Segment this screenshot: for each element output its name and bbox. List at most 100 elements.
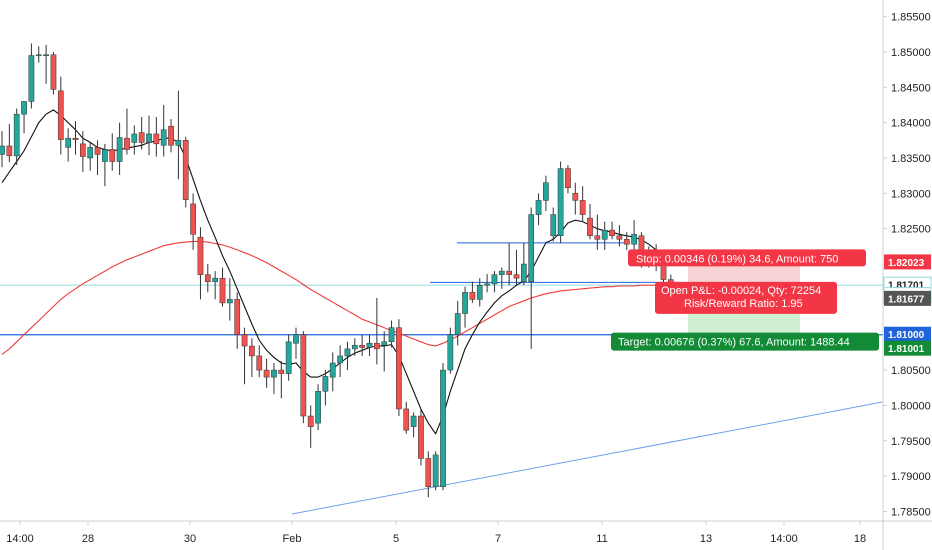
candle[interactable] [227,278,233,321]
candle[interactable] [234,292,241,349]
candle[interactable] [366,334,373,356]
candle-body [6,145,13,157]
candle-body [623,239,630,245]
candle-body [109,149,116,162]
candle[interactable] [124,108,130,155]
candle[interactable] [13,108,20,166]
candle[interactable] [300,331,307,424]
candle[interactable] [21,101,27,134]
candle[interactable] [72,121,79,155]
candle[interactable] [278,360,285,399]
candle[interactable] [528,207,535,349]
candle[interactable] [594,214,601,250]
candle[interactable] [344,341,351,371]
candle[interactable] [469,281,476,303]
candle[interactable] [572,182,579,215]
candle[interactable] [315,384,321,431]
candle[interactable] [57,76,64,155]
candle[interactable] [491,271,498,293]
candle[interactable] [293,327,299,359]
candle[interactable] [513,249,520,286]
candle[interactable] [6,124,13,163]
candle[interactable] [381,331,388,372]
candle[interactable] [521,242,527,286]
candle[interactable] [351,338,358,356]
candle[interactable] [440,363,446,491]
candle[interactable] [249,338,255,378]
position-tool-labels[interactable]: Stop: 0.00346 (0.19%) 34.6, Amount: 750 O… [611,249,879,351]
candle[interactable] [263,358,270,388]
candle[interactable] [462,286,468,328]
candle[interactable] [160,104,167,157]
candle[interactable] [116,122,123,175]
candle[interactable] [587,203,593,240]
candle[interactable] [403,401,410,434]
candle[interactable] [550,207,557,242]
candle[interactable] [285,334,292,381]
candle[interactable] [28,43,35,109]
candle[interactable] [182,136,189,208]
candle[interactable] [447,327,454,374]
candle[interactable] [102,143,108,187]
candle[interactable] [153,116,160,157]
candle[interactable] [212,271,219,300]
candle[interactable] [35,46,42,63]
candle[interactable] [256,345,263,378]
candle[interactable] [329,352,336,392]
candle[interactable] [168,119,174,153]
candle-body [513,274,520,279]
candle-body [432,454,439,487]
candle[interactable] [498,267,505,289]
candle-body [80,143,86,157]
candle[interactable] [337,345,343,378]
candle[interactable] [601,221,608,250]
candle[interactable] [432,451,439,491]
candle[interactable] [535,193,542,226]
candle[interactable] [359,334,365,356]
candles[interactable] [0,43,674,498]
candle[interactable] [418,408,424,466]
price-tag-entry-box [884,290,931,306]
candle[interactable] [271,363,277,395]
time-axis[interactable]: 14:00 28 30 Feb 5 7 11 13 14:00 18 [6,521,866,545]
candle[interactable] [322,370,329,406]
candle[interactable] [631,220,637,250]
candle-body [484,283,490,286]
candle[interactable] [410,412,417,438]
candle[interactable] [80,131,86,173]
candle[interactable] [623,232,630,250]
candle[interactable] [616,225,623,247]
candle[interactable] [396,319,402,417]
candle[interactable] [146,115,152,156]
candle[interactable] [565,165,571,194]
candle[interactable] [425,451,432,498]
candle[interactable] [609,221,615,240]
candle[interactable] [579,186,586,222]
candle[interactable] [374,297,380,365]
candle[interactable] [175,90,182,180]
candle[interactable] [87,142,94,171]
candle[interactable] [506,242,512,286]
candle[interactable] [109,133,116,171]
candle[interactable] [43,44,49,84]
candle[interactable] [543,175,549,212]
candle-body [543,182,549,201]
candle[interactable] [388,320,395,348]
candle[interactable] [94,140,101,175]
candle[interactable] [131,125,138,155]
candle[interactable] [307,405,314,448]
candle[interactable] [50,51,57,95]
candle[interactable] [138,116,145,150]
candle[interactable] [204,264,211,293]
candle[interactable] [190,193,196,250]
candle[interactable] [454,300,461,346]
candle[interactable] [219,267,226,307]
candle[interactable] [241,327,248,385]
candle[interactable] [197,227,204,300]
candle[interactable] [557,161,564,243]
candle[interactable] [65,128,72,162]
candle[interactable] [484,273,490,293]
candle[interactable] [476,278,483,307]
candle[interactable] [0,131,5,168]
